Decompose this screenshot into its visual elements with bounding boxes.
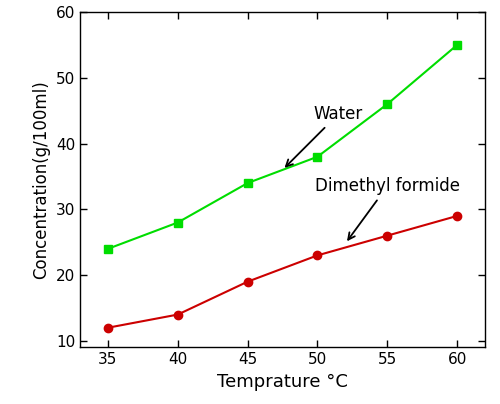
Y-axis label: Concentration(g/100ml): Concentration(g/100ml) <box>32 80 50 279</box>
X-axis label: Temprature °C: Temprature °C <box>217 373 348 391</box>
Text: Dimethyl formide: Dimethyl formide <box>314 177 460 240</box>
Text: Water: Water <box>286 105 363 166</box>
